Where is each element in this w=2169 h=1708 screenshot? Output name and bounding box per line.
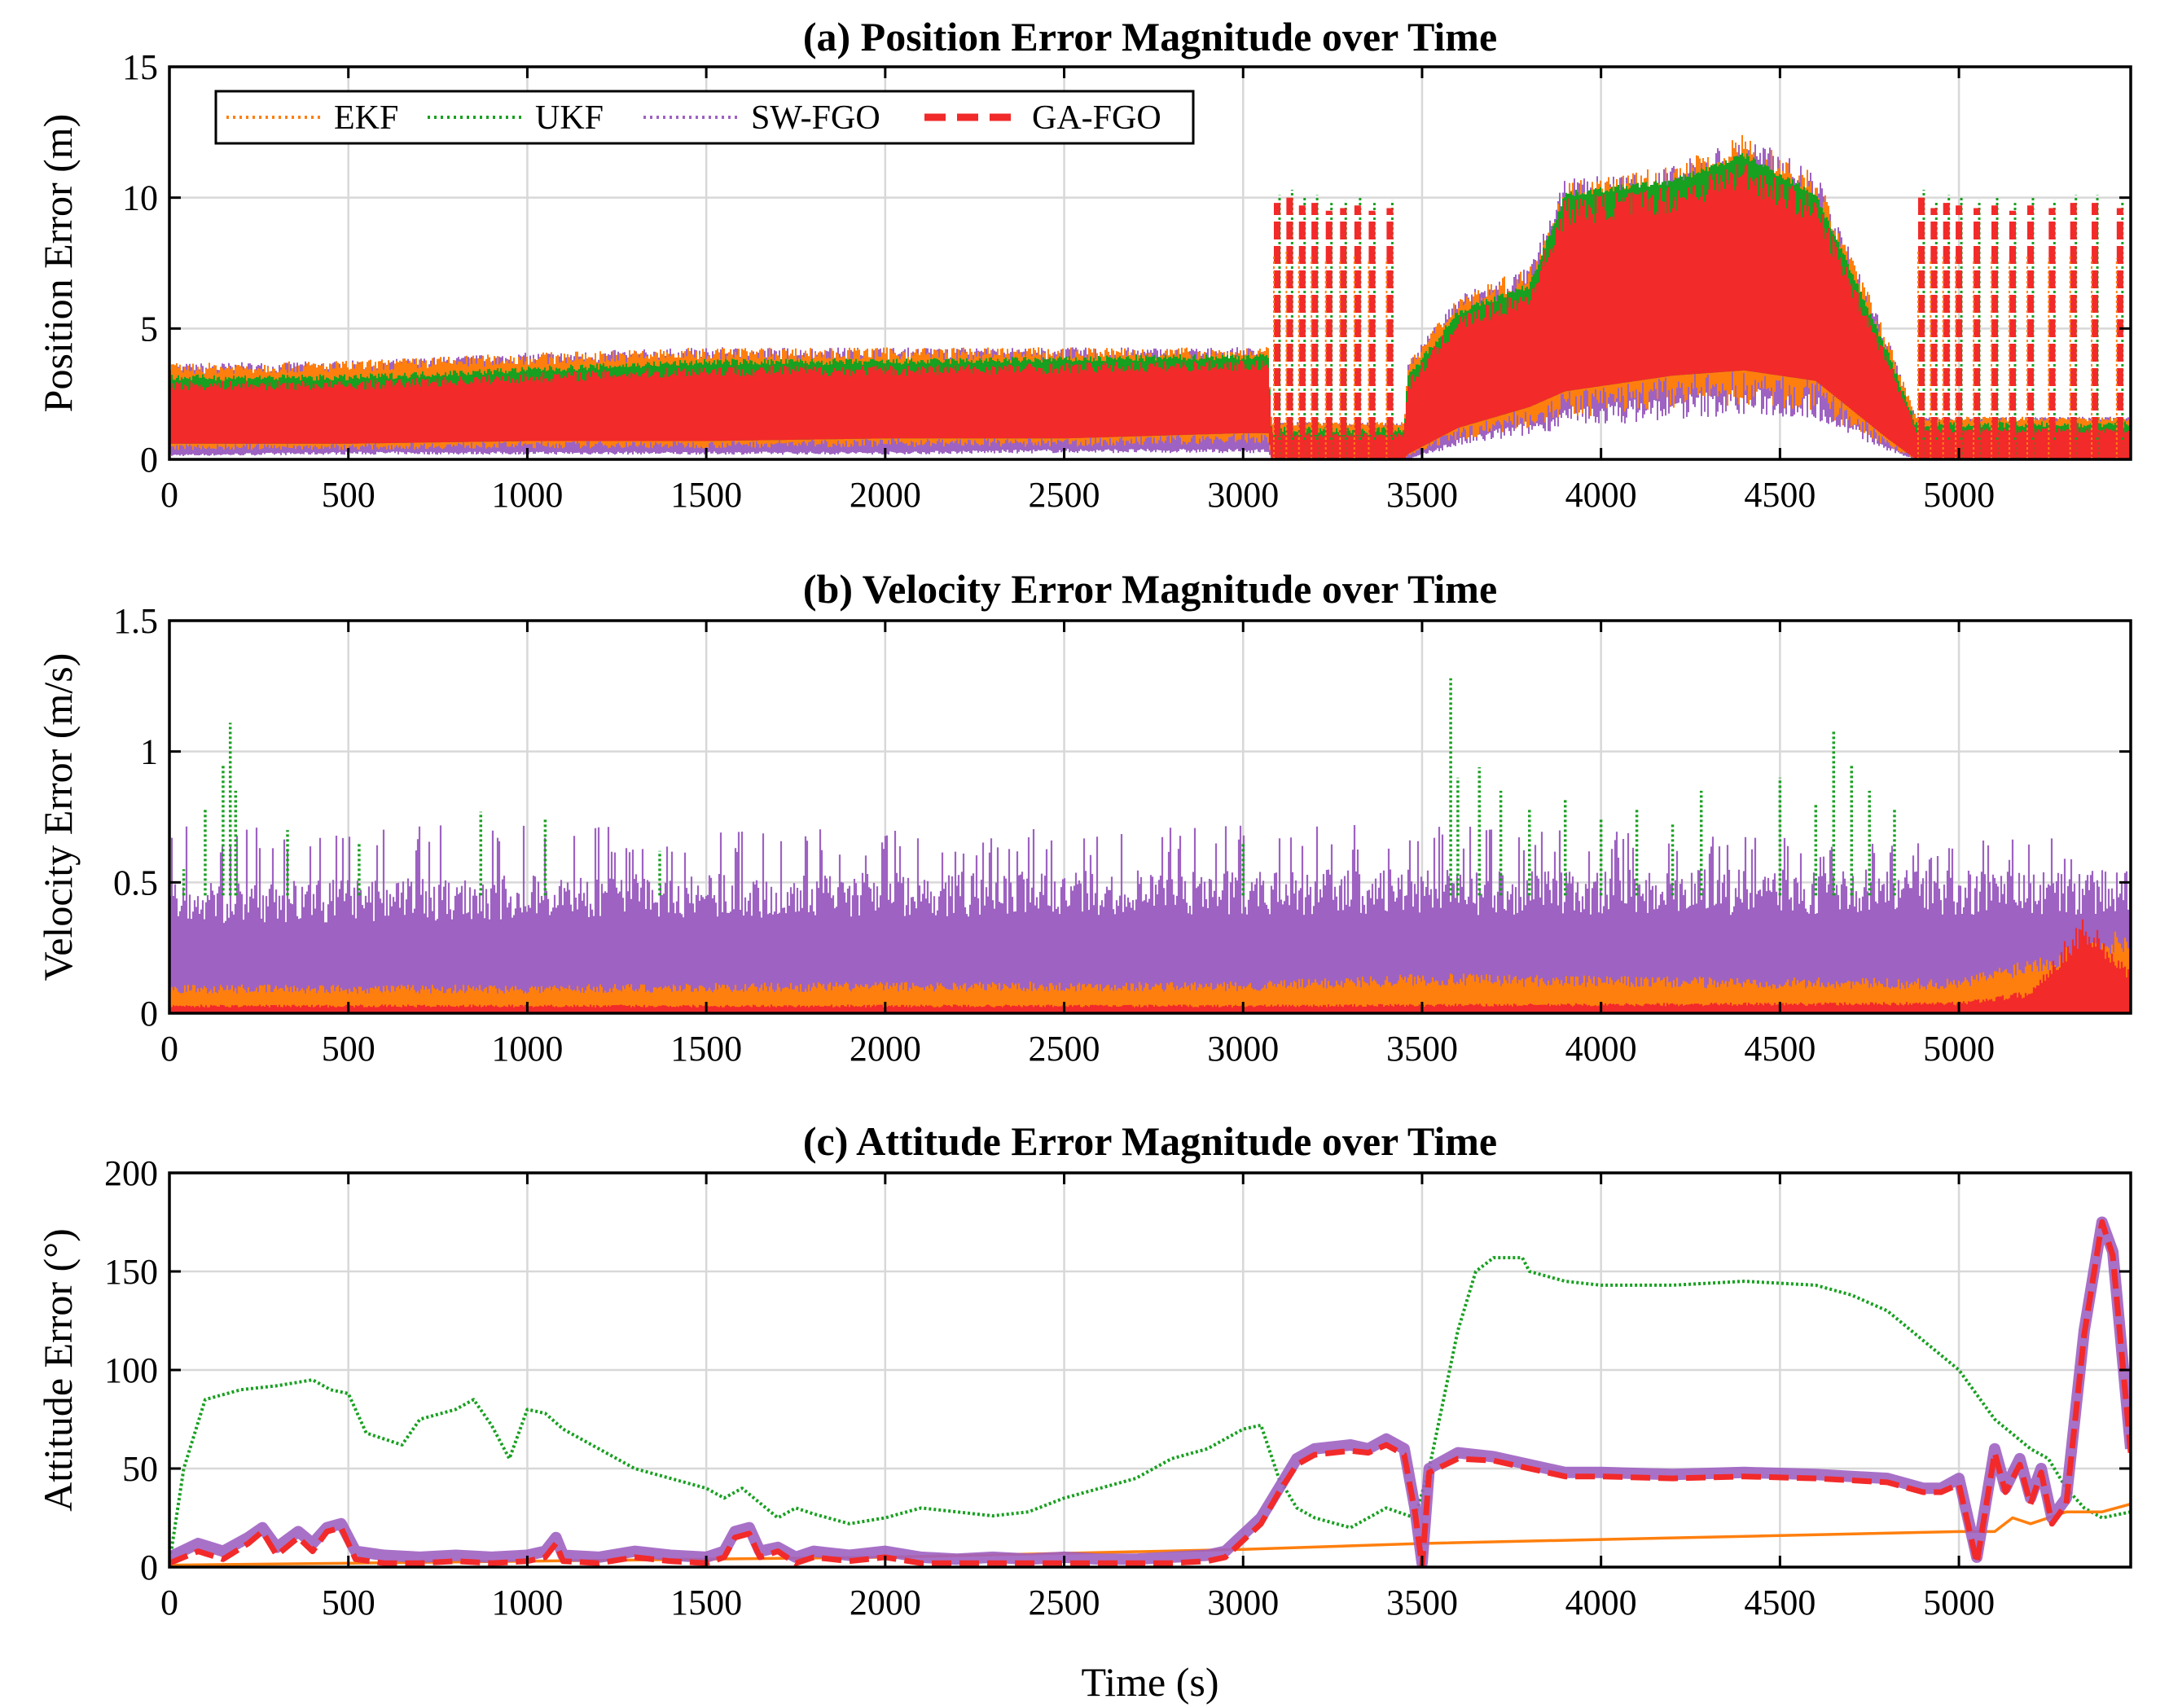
panel-a-plot <box>169 134 2131 459</box>
x-tick-label: 3500 <box>1386 475 1458 515</box>
panel-b: (b) Velocity Error Magnitude over Time V… <box>35 566 2132 1069</box>
x-tick-label: 1000 <box>491 475 563 515</box>
panel-c-ylabel: Attitude Error (°) <box>35 1228 81 1512</box>
panel-c-title: (c) Attitude Error Magnitude over Time <box>803 1118 1497 1164</box>
panel-c-plot <box>169 1216 2131 1567</box>
panel-a-ylabel: Position Error (m) <box>35 114 81 413</box>
x-tick-label: 5000 <box>1923 1029 1995 1069</box>
x-tick-label: 3500 <box>1386 1583 1458 1622</box>
x-tick-label: 2500 <box>1029 475 1100 515</box>
x-tick-label: 0 <box>160 1583 178 1622</box>
panel-a-frame <box>168 65 2132 461</box>
series-ga-fgo-line <box>169 1219 2131 1567</box>
panel-c: (c) Attitude Error Magnitude over Time A… <box>35 1118 2132 1705</box>
y-tick-label: 200 <box>104 1153 158 1193</box>
x-tick-label: 2500 <box>1029 1029 1100 1069</box>
x-tick-label: 4000 <box>1565 1029 1637 1069</box>
x-tick-label: 4500 <box>1744 1029 1816 1069</box>
legend-label-ekf: EKF <box>334 99 398 137</box>
legend-label-ga-fgo: GA-FGO <box>1032 99 1161 137</box>
x-tick-label: 2000 <box>850 1029 921 1069</box>
x-tick-label: 3500 <box>1386 1029 1458 1069</box>
x-tick-label: 5000 <box>1923 475 1995 515</box>
x-tick-label: 500 <box>322 1583 375 1622</box>
x-tick-label: 1000 <box>491 1583 563 1622</box>
panel-b-title: (b) Velocity Error Magnitude over Time <box>803 566 1497 612</box>
x-tick-label: 4500 <box>1744 475 1816 515</box>
panel-c-grid <box>168 1173 2131 1567</box>
x-tick-label: 0 <box>160 475 178 515</box>
y-tick-label: 100 <box>104 1350 158 1390</box>
legend-label-sw-fgo: SW-FGO <box>751 99 880 137</box>
x-tick-label: 1000 <box>491 1029 563 1069</box>
panel-a: (a) Position Error Magnitude over Time P… <box>35 14 2132 515</box>
x-tick-label: 1500 <box>670 1029 742 1069</box>
y-tick-label: 0 <box>140 1548 158 1587</box>
x-tick-label: 5000 <box>1923 1583 1995 1622</box>
panel-c-xlabel: Time (s) <box>1081 1659 1218 1705</box>
legend-item-ukf: UKF <box>428 99 604 137</box>
panel-c-ticks: 0 500 1000 1500 2000 2500 3000 3500 4000 4500 5000… <box>104 1153 2131 1622</box>
y-tick-label: 10 <box>122 178 158 218</box>
legend-item-ga-fgo: GA-FGO <box>924 99 1161 137</box>
x-tick-label: 2000 <box>850 475 921 515</box>
panel-b-plot <box>169 678 2131 1013</box>
x-tick-label: 0 <box>160 1029 178 1069</box>
y-tick-label: 1 <box>140 732 158 772</box>
y-tick-label: 5 <box>140 309 158 349</box>
x-tick-label: 4000 <box>1565 475 1637 515</box>
panel-c-frame <box>168 1171 2132 1569</box>
series-sw-fgo-line <box>169 1216 2131 1567</box>
x-tick-label: 1500 <box>670 1583 742 1622</box>
x-tick-label: 500 <box>322 475 375 515</box>
y-tick-label: 0 <box>140 994 158 1034</box>
y-tick-label: 50 <box>122 1449 158 1489</box>
y-tick-label: 0.5 <box>113 863 158 902</box>
legend: EKF UKF SW-FGO GA-FGO <box>214 90 1195 145</box>
y-tick-label: 0 <box>140 440 158 480</box>
series-ukf-line <box>169 1256 2131 1564</box>
x-tick-label: 4500 <box>1744 1583 1816 1622</box>
x-tick-label: 2500 <box>1029 1583 1100 1622</box>
y-tick-label: 15 <box>122 47 158 87</box>
x-tick-label: 3000 <box>1207 1029 1279 1069</box>
panel-b-ylabel: Velocity Error (m/s) <box>35 653 81 981</box>
x-tick-label: 4000 <box>1565 1583 1637 1622</box>
panel-a-ticks: 0 500 1000 1500 2000 2500 3000 3500 4000 4500 5000… <box>122 47 2131 515</box>
x-tick-label: 1500 <box>670 475 742 515</box>
y-tick-label: 1.5 <box>113 601 158 641</box>
panel-b-frame <box>168 619 2132 1015</box>
x-tick-label: 3000 <box>1207 1583 1279 1622</box>
legend-label-ukf: UKF <box>535 99 604 137</box>
panel-a-title: (a) Position Error Magnitude over Time <box>803 14 1497 59</box>
legend-item-ekf: EKF <box>226 99 398 137</box>
x-tick-label: 2000 <box>850 1583 921 1622</box>
y-tick-label: 150 <box>104 1252 158 1292</box>
x-tick-label: 500 <box>322 1029 375 1069</box>
x-tick-label: 3000 <box>1207 475 1279 515</box>
legend-item-sw-fgo: SW-FGO <box>643 99 880 137</box>
